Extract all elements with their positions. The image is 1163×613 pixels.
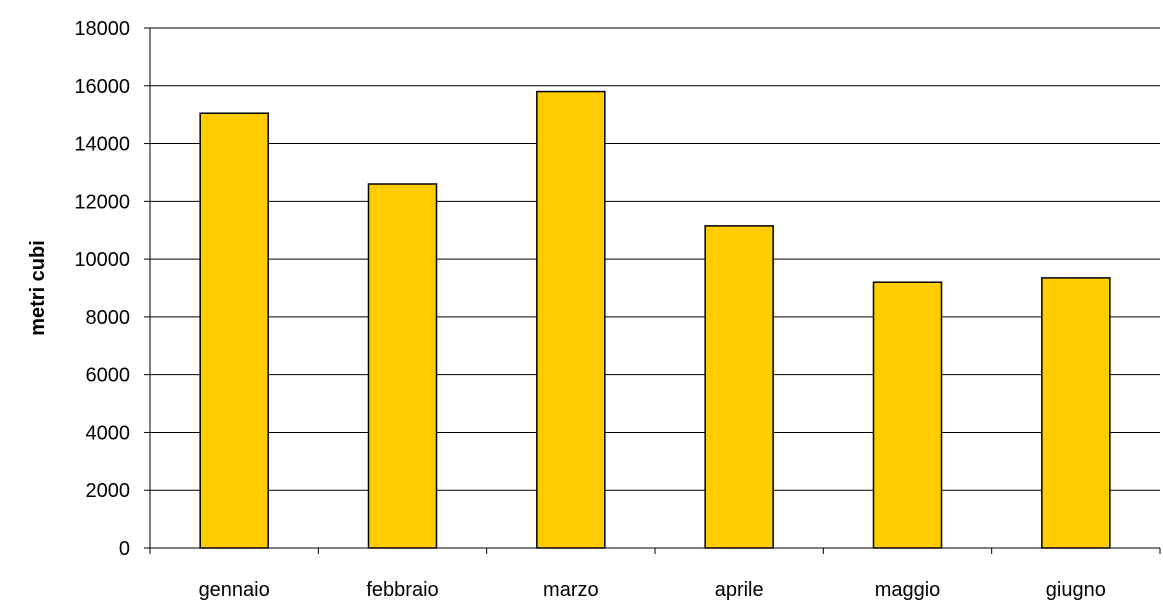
y-tick-label: 12000 <box>74 191 130 213</box>
y-tick-label: 4000 <box>86 422 131 444</box>
bar-febbraio <box>367 183 438 549</box>
x-tick-label: marzo <box>543 579 599 601</box>
x-tick-label: aprile <box>715 579 764 601</box>
y-axis-label: metri cubi <box>27 240 49 336</box>
y-tick-label: 18000 <box>74 18 130 40</box>
x-tick-label: giugno <box>1046 579 1106 601</box>
bar-gennaio <box>199 112 269 549</box>
y-tick-label: 2000 <box>86 480 131 502</box>
bar-marzo <box>536 90 606 549</box>
y-tick-label: 6000 <box>86 365 131 387</box>
x-tick-label: febbraio <box>366 579 438 601</box>
y-tick-label: 16000 <box>74 76 130 98</box>
gridlines <box>150 27 1160 491</box>
y-tick-label: 0 <box>119 538 130 560</box>
bar-maggio <box>872 281 943 549</box>
bars <box>199 90 1111 549</box>
x-tick-label: gennaio <box>199 579 270 601</box>
x-tick-label: maggio <box>875 579 941 601</box>
axes <box>144 27 1161 554</box>
x-tick-labels: gennaio febbraio marzo aprile maggio giugno <box>199 579 1106 601</box>
y-tick-label: 10000 <box>74 249 130 271</box>
y-tick-label: 14000 <box>74 134 130 156</box>
y-tick-label: 8000 <box>86 307 131 329</box>
bar-giugno <box>1041 277 1111 549</box>
bar-aprile <box>704 225 774 549</box>
y-tick-labels: 0 2000 4000 6000 8000 10000 12000 14000 16000 180… <box>74 18 130 560</box>
